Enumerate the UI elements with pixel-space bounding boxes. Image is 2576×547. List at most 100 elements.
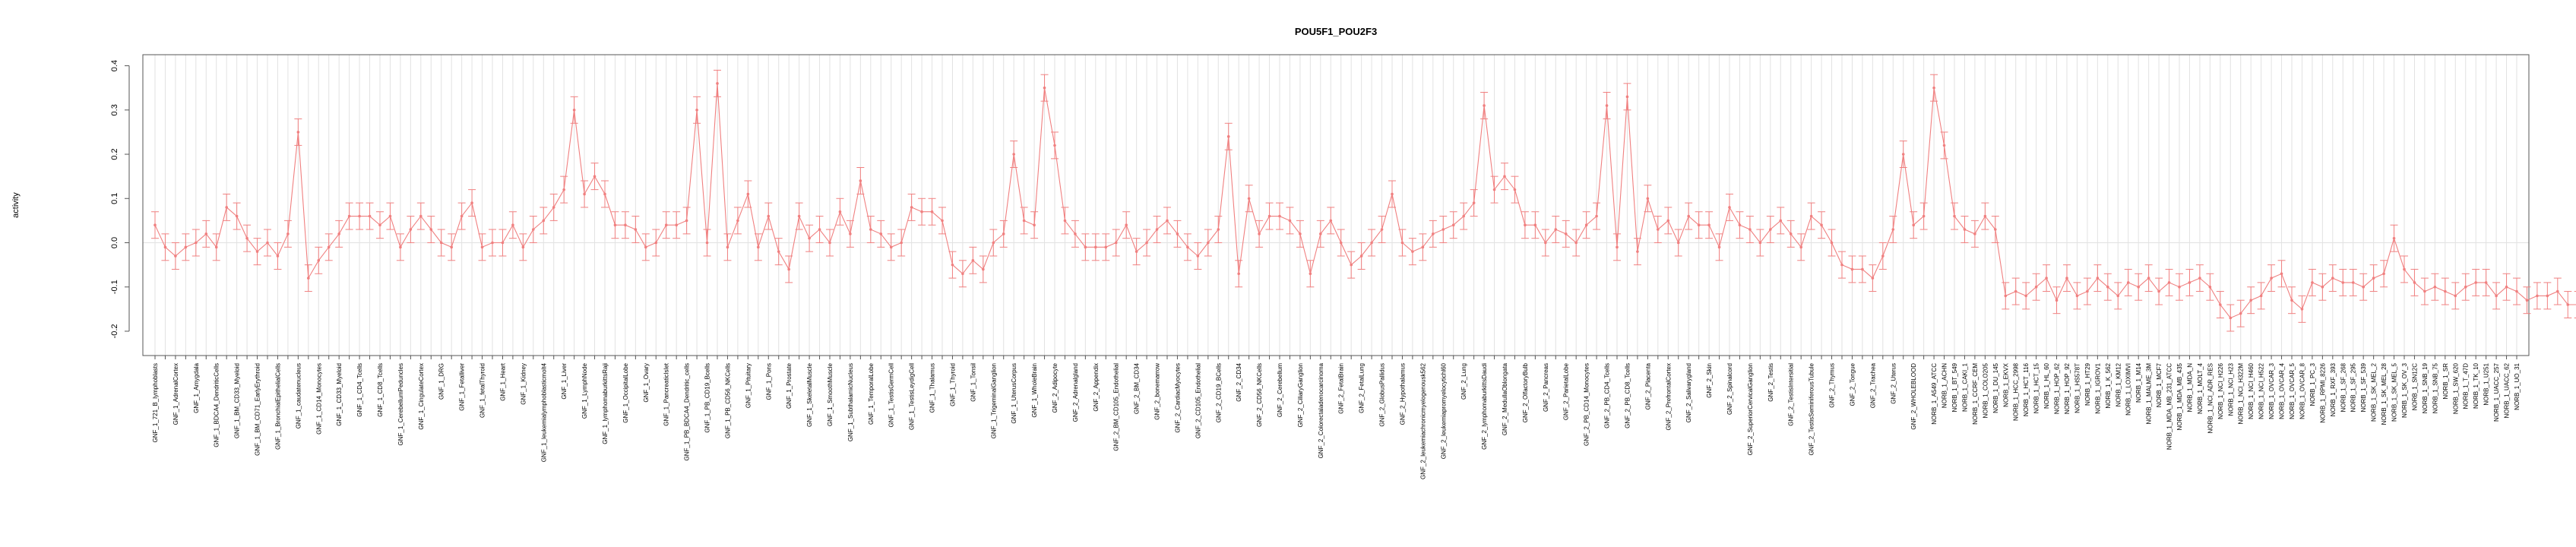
- x-tick-label: NORB_1_SN12C: [2411, 363, 2418, 410]
- data-point: [1125, 223, 1128, 227]
- data-point: [1513, 188, 1517, 191]
- data-point: [1339, 241, 1343, 245]
- data-point: [1421, 245, 1425, 249]
- data-point: [1196, 255, 1200, 258]
- data-point: [1994, 228, 1997, 231]
- x-tick-label: GNF_2_Adrenalgland: [1072, 363, 1079, 422]
- x-tick-label: GNF_1_BronchialEpithelialCells: [274, 363, 281, 450]
- data-point: [307, 277, 310, 280]
- data-point: [1217, 228, 1220, 231]
- data-point: [1492, 188, 1496, 191]
- data-point: [2413, 281, 2416, 284]
- data-point: [2331, 277, 2334, 280]
- x-tick-label: NORB_1_SW_620: [2452, 362, 2459, 414]
- data-point: [900, 241, 903, 245]
- data-point: [1145, 241, 1148, 245]
- x-tick-label: NORB_1_HCT_15: [2033, 362, 2040, 413]
- x-tick-label: GNF_1_Prostate: [786, 362, 793, 409]
- data-point: [1043, 86, 1046, 90]
- x-tick-label: NORB_1_IGROV1: [2094, 362, 2101, 413]
- data-point: [1861, 267, 1864, 271]
- data-point: [982, 267, 985, 271]
- data-point: [368, 214, 372, 218]
- data-point: [1135, 250, 1138, 253]
- data-point: [399, 245, 402, 249]
- x-tick-label: NORB_1_HL_60: [2043, 362, 2050, 409]
- data-point: [572, 108, 576, 112]
- data-point: [1871, 277, 1875, 280]
- x-tick-label: NORB_1_OVCAR_3: [2268, 362, 2275, 419]
- x-tick-label: GNF_2_lymphomaburkittsDaudi: [1481, 363, 1488, 450]
- data-point: [1237, 272, 1240, 276]
- x-tick-label: GNF_1_WholeBrain: [1031, 363, 1038, 418]
- x-tick-label: GNF_1_SkeletalMuscle: [806, 362, 813, 427]
- x-tick-label: GNF_2_CD34: [1236, 362, 1242, 401]
- data-point: [1595, 214, 1598, 218]
- x-tick-label: GNF_2_Adipocyte: [1052, 362, 1059, 413]
- x-tick-label: GNF_2_Testis: [1767, 363, 1774, 402]
- x-tick-label: GNF_2_Cerebellum: [1277, 363, 1283, 417]
- data-point: [1432, 232, 1435, 236]
- x-tick-label: GNF_1_Thalamus: [929, 363, 936, 413]
- data-point: [153, 223, 157, 227]
- data-point: [767, 214, 771, 218]
- y-tick-label: 0.1: [110, 193, 119, 204]
- x-tick-label: GNF_1_Pituitary: [745, 363, 752, 408]
- data-point: [1503, 175, 1506, 178]
- x-tick-label: GNF_1_Thyroid: [949, 363, 956, 406]
- x-tick-label: NORB_1_NCI_ADR_RES: [2207, 363, 2214, 433]
- x-tick-label: GNF_2_Tongue: [1849, 362, 1856, 406]
- x-tick-label: GNF_2_Pancreas: [1543, 363, 1549, 412]
- data-point: [1687, 214, 1690, 218]
- x-tick-label: GNF_2_TestisIntersitial: [1788, 363, 1795, 426]
- data-point: [1288, 219, 1292, 223]
- data-point: [1554, 228, 1558, 231]
- data-point: [1207, 241, 1210, 245]
- x-tick-label: NORB_1_CCRF_CEM: [1972, 363, 1979, 425]
- data-point: [1963, 228, 1967, 231]
- x-tick-label: GNF_2_PB_CD4_Tcells: [1604, 363, 1611, 428]
- x-tick-label: GNF_2_PrefrontalCortex: [1665, 363, 1672, 430]
- data-point: [2546, 294, 2549, 298]
- data-point: [1544, 241, 1547, 245]
- data-point: [1564, 232, 1568, 236]
- x-tick-label: GNF_1_leukemialymphoblasticmolt4: [540, 362, 547, 462]
- data-point: [470, 201, 473, 204]
- data-point: [818, 228, 821, 231]
- data-point: [2444, 289, 2447, 293]
- x-tick-label: GNF_1_SmoothMuscle: [827, 362, 834, 426]
- data-point: [1155, 228, 1159, 231]
- data-point: [664, 223, 668, 227]
- data-point: [2086, 289, 2089, 293]
- x-axis: GNF_1_721_B_lymphoblasts GNF_1_AdrenalCor…: [152, 356, 2521, 479]
- data-point: [1625, 95, 1629, 99]
- data-point: [2362, 285, 2365, 289]
- data-point: [2198, 277, 2201, 280]
- x-tick-label: NORB_1_RXF_393: [2330, 362, 2337, 416]
- data-point: [2188, 281, 2191, 284]
- x-tick-label: GNF_1_CingulateCortex: [418, 363, 425, 430]
- data-point: [869, 228, 872, 231]
- x-tick-label: NORB_1_TK_10: [2473, 362, 2479, 409]
- data-point: [1779, 219, 1783, 223]
- x-tick-label: GNF_2_ParietalLobe: [1563, 362, 1570, 420]
- data-point: [2096, 277, 2100, 280]
- x-tick-label: NORB_1_MDA_MB_435: [2176, 362, 2183, 430]
- data-point: [2055, 299, 2059, 302]
- data-point: [736, 219, 739, 223]
- x-tick-label: GNF_2_GlobusPallidus: [1379, 363, 1386, 427]
- data-point: [644, 245, 647, 249]
- data-point: [2423, 289, 2426, 293]
- data-point: [1002, 232, 1005, 236]
- data-point: [266, 241, 269, 245]
- x-tick-label: NORB_1_OVCAR_8: [2299, 362, 2305, 419]
- x-tick-label: GNF_2_SuperiorCervicalGanglion: [1747, 363, 1754, 455]
- x-tick-label: GNF_1_TemporalLobe: [868, 362, 875, 424]
- x-tick-label: GNF_1_Pons: [765, 363, 772, 400]
- x-tick-label: NORB_1_SK_MEL_28: [2381, 362, 2388, 425]
- x-tick-label: NORB_1_NCI_H322M: [2238, 363, 2245, 425]
- x-tick-label: GNF_1_CD33_Myeloid: [336, 363, 343, 426]
- data-point: [1707, 223, 1710, 227]
- plot-frame: [142, 54, 2530, 356]
- x-tick-label: GNF_2_PB_CD14_Monocytes: [1584, 363, 1590, 446]
